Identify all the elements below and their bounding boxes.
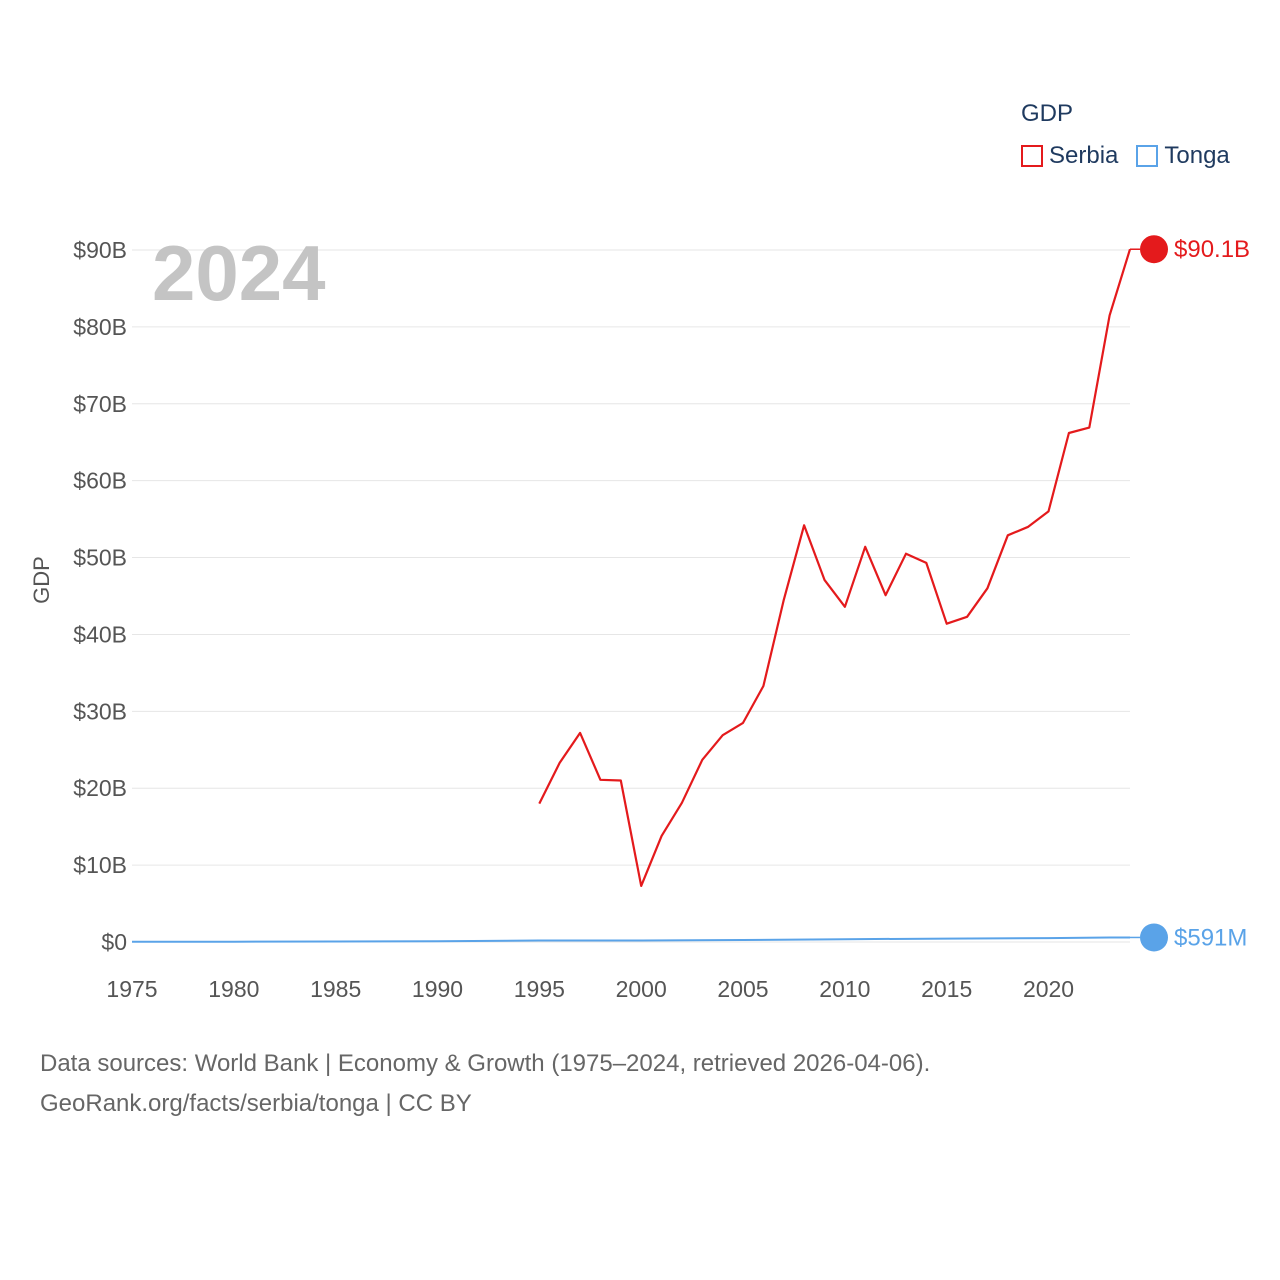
- legend-label-serbia: Serbia: [1049, 142, 1119, 169]
- y-tick-label: $90B: [73, 237, 127, 263]
- y-tick-label: $80B: [73, 314, 127, 340]
- legend-swatch-tonga: [1136, 145, 1159, 167]
- y-tick-label: $20B: [73, 775, 127, 801]
- legend-swatch-serbia: [1021, 145, 1043, 167]
- x-tick-label: 1990: [412, 976, 463, 1002]
- y-tick-label: $0: [101, 929, 127, 955]
- year-overlay: 2024: [152, 229, 326, 317]
- end-value-serbia: $90.1B: [1174, 236, 1250, 263]
- legend-item-serbia[interactable]: Serbia: [1021, 142, 1118, 170]
- footer: Data sources: World Bank | Economy & Gro…: [40, 1044, 930, 1124]
- y-tick-label: $60B: [73, 468, 127, 494]
- y-tick-label: $70B: [73, 391, 127, 417]
- flag-marker-tonga: [1140, 923, 1168, 952]
- legend-item-tonga[interactable]: Tonga: [1136, 142, 1230, 170]
- series-line-tonga: [131, 936, 1130, 943]
- x-tick-label: 1980: [208, 976, 259, 1002]
- x-tick-label: 2005: [717, 976, 768, 1002]
- y-tick-label: $10B: [73, 852, 127, 878]
- series-line-serbia: [538, 248, 1132, 888]
- x-tick-label: 2020: [1023, 976, 1074, 1002]
- x-tick-label: 2010: [819, 976, 870, 1002]
- x-tick-label: 1995: [514, 976, 565, 1002]
- flag-marker-serbia: [1140, 235, 1168, 264]
- footer-sources: Data sources: World Bank | Economy & Gro…: [40, 1050, 931, 1077]
- legend-title: GDP: [1021, 100, 1074, 127]
- x-tick-label: 2000: [616, 976, 667, 1002]
- y-tick-label: $50B: [73, 545, 127, 571]
- x-tick-label: 2015: [921, 976, 972, 1002]
- end-value-tonga: $591M: [1174, 924, 1247, 951]
- legend-label-tonga: Tonga: [1164, 142, 1230, 169]
- x-tick-label: 1985: [310, 976, 361, 1002]
- footer-link[interactable]: GeoRank.org/facts/serbia/tonga | CC BY: [40, 1090, 472, 1117]
- x-tick-label: 1975: [106, 976, 157, 1002]
- y-tick-label: $40B: [73, 621, 127, 647]
- legend: Serbia Tonga: [1021, 142, 1230, 170]
- y-axis-label: GDP: [29, 556, 54, 604]
- y-tick-label: $30B: [73, 698, 127, 724]
